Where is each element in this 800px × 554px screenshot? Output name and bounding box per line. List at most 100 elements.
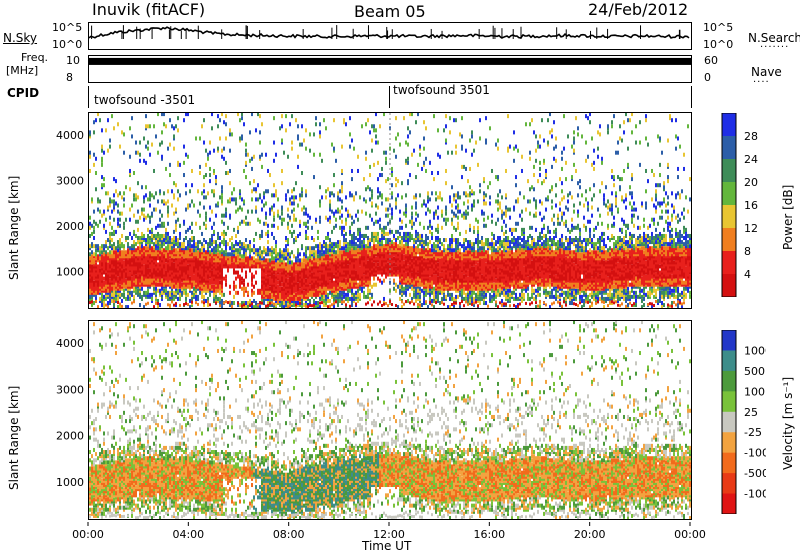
power-cell <box>379 278 381 283</box>
power-cell <box>117 193 119 198</box>
power-cell <box>203 118 205 123</box>
power-cell <box>401 288 403 293</box>
power-cell <box>403 256 405 261</box>
power-cell <box>281 294 283 299</box>
power-cell <box>143 282 145 287</box>
power-cell <box>337 274 339 279</box>
power-cell <box>401 252 403 257</box>
power-cell <box>295 268 297 273</box>
power-cell <box>123 254 125 259</box>
power-cell <box>215 246 217 251</box>
power-cell <box>405 292 407 297</box>
power-cell <box>355 270 357 275</box>
power-cell <box>289 294 291 299</box>
power-cell <box>383 229 385 234</box>
power-cell <box>407 181 409 186</box>
power-cell <box>373 300 375 304</box>
power-cell <box>203 270 205 275</box>
power-cell <box>117 240 119 245</box>
freq-series <box>89 57 691 65</box>
power-cell <box>409 276 411 281</box>
power-cell <box>129 171 131 176</box>
power-cell <box>381 258 383 263</box>
power-cell <box>127 284 129 289</box>
power-cell <box>375 140 377 145</box>
power-cell <box>121 195 123 200</box>
noise-ytick-right-top: 10^5 <box>703 21 734 34</box>
power-cell <box>297 262 299 267</box>
power-cell <box>239 244 241 249</box>
power-cell <box>399 296 401 301</box>
power-cell <box>89 150 91 155</box>
power-cell <box>343 264 345 269</box>
power-cell <box>355 256 357 261</box>
power-cell <box>151 238 153 243</box>
power-cell <box>341 260 343 265</box>
power-cell <box>295 266 297 271</box>
power-cell <box>415 229 417 234</box>
power-cell <box>421 250 423 255</box>
power-cell <box>279 260 281 265</box>
power-cell <box>333 248 335 253</box>
power-cell <box>163 122 165 127</box>
power-cell <box>153 282 155 287</box>
power-cell <box>149 284 151 289</box>
power-cell <box>245 238 247 243</box>
power-cell <box>373 262 375 267</box>
power-cell <box>125 236 127 241</box>
power-cell <box>375 238 377 243</box>
power-cell <box>209 256 211 261</box>
power-cell <box>175 288 177 293</box>
power-cell <box>143 238 145 243</box>
power-cell <box>97 305 99 308</box>
power-cell <box>101 276 103 281</box>
power-cell <box>343 238 345 243</box>
power-cell <box>163 284 165 289</box>
power-cell <box>151 260 153 265</box>
power-cell <box>367 288 369 293</box>
power-cell <box>309 264 311 269</box>
power-cell <box>325 268 327 273</box>
power-cell <box>333 183 335 188</box>
power-cell <box>91 296 93 301</box>
power-cell <box>351 290 353 295</box>
power-cell <box>333 258 335 263</box>
power-cell <box>305 272 307 277</box>
power-cell <box>403 302 405 306</box>
power-cell <box>363 246 365 251</box>
power-cell <box>355 252 357 257</box>
power-cell <box>121 264 123 269</box>
power-cell <box>95 288 97 293</box>
power-cell <box>253 179 255 184</box>
power-cell <box>133 193 135 198</box>
power-cell <box>305 254 307 259</box>
power-cell <box>135 282 137 287</box>
power-cell <box>235 197 237 202</box>
power-cell <box>407 134 409 139</box>
power-cell <box>189 256 191 261</box>
power-cell <box>367 274 369 279</box>
power-cell <box>237 270 239 275</box>
power-cell <box>405 284 407 289</box>
power-cell <box>405 140 407 145</box>
power-cell <box>313 286 315 291</box>
power-cell <box>363 268 365 273</box>
power-cell <box>203 286 205 291</box>
power-cell <box>319 203 321 208</box>
power-cell <box>285 238 287 243</box>
power-cell <box>351 168 353 173</box>
power-cell <box>321 294 323 299</box>
power-cell <box>347 288 349 293</box>
power-cell <box>291 268 293 273</box>
power-cell <box>419 303 421 307</box>
power-cell <box>117 290 119 295</box>
power-cell <box>219 258 221 263</box>
power-cell <box>229 148 231 153</box>
power-cell <box>91 268 93 273</box>
power-cell <box>369 173 371 178</box>
power-cell <box>423 274 425 279</box>
power-cell <box>409 278 411 283</box>
power-cell <box>299 193 301 198</box>
power-cell <box>201 124 203 129</box>
power-cell <box>219 244 221 249</box>
